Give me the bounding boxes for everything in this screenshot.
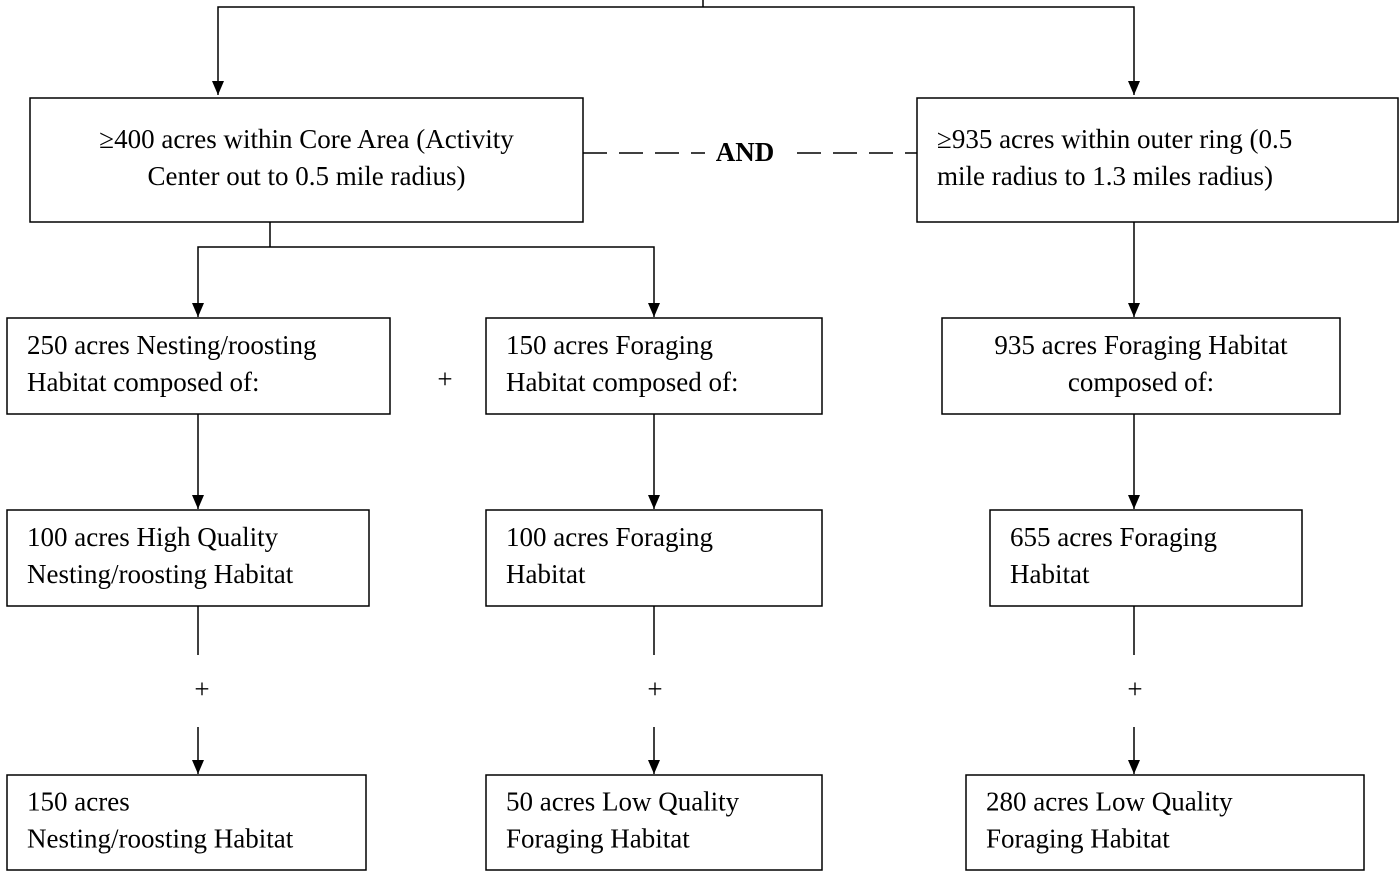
node-box — [485, 774, 823, 871]
node-text: Nesting/roosting Habitat — [27, 824, 294, 854]
node: 150 acres Foraging Habitat composed of: — [485, 317, 823, 415]
node: 100 acres Foraging Habitat — [485, 509, 823, 607]
plus-label: + — [647, 674, 662, 704]
node-box — [941, 317, 1341, 415]
node: ≥400 acres within Core Area (Activity Cen… — [29, 97, 584, 223]
and-label: AND — [716, 137, 775, 167]
node: 250 acres Nesting/roosting Habitat compos… — [6, 317, 391, 415]
node: 655 acres Foraging Habitat — [989, 509, 1303, 607]
node: 280 acres Low Quality Foraging Habitat — [965, 774, 1365, 871]
node-text: Habitat composed of: — [27, 367, 259, 397]
node-box — [989, 509, 1303, 607]
node: 50 acres Low Quality Foraging Habitat — [485, 774, 823, 871]
node-box — [965, 774, 1365, 871]
node: 100 acres High Quality Nesting/roosting H… — [6, 509, 370, 607]
node-text: 935 acres Foraging Habitat — [994, 330, 1288, 360]
plus-label: + — [437, 364, 452, 394]
node-text: 50 acres Low Quality — [506, 787, 740, 817]
node-text: 100 acres Foraging — [506, 522, 713, 552]
connector — [192, 246, 660, 317]
node-text: 250 acres Nesting/roosting — [27, 330, 316, 360]
node-text: Habitat — [1010, 559, 1090, 589]
node-text: 100 acres High Quality — [27, 522, 279, 552]
node-text: 655 acres Foraging — [1010, 522, 1217, 552]
node: ≥935 acres within outer ring (0.5 mile ra… — [916, 97, 1399, 223]
node-text: Habitat composed of: — [506, 367, 738, 397]
nodes: ≥400 acres within Core Area (Activity Cen… — [6, 97, 1399, 871]
node-text: ≥935 acres within outer ring (0.5 — [937, 124, 1292, 154]
node-box — [485, 317, 823, 415]
node-box — [29, 97, 584, 223]
node: 935 acres Foraging Habitat composed of: — [941, 317, 1341, 415]
node-text: Nesting/roosting Habitat — [27, 559, 294, 589]
node-text: composed of: — [1068, 367, 1214, 397]
node-text: Foraging Habitat — [986, 824, 1170, 854]
node-text: mile radius to 1.3 miles radius) — [937, 161, 1273, 191]
connector — [212, 6, 1140, 95]
node-text: ≥400 acres within Core Area (Activity — [99, 124, 514, 154]
node-box — [6, 509, 370, 607]
node-box — [6, 317, 391, 415]
node: 150 acres Nesting/roosting Habitat — [6, 774, 367, 871]
node-text: Foraging Habitat — [506, 824, 690, 854]
node-box — [916, 97, 1399, 223]
node-text: 150 acres — [27, 787, 130, 817]
node-text: 280 acres Low Quality — [986, 787, 1233, 817]
plus-label: + — [194, 674, 209, 704]
node-text: 150 acres Foraging — [506, 330, 713, 360]
node-box — [485, 509, 823, 607]
connectors: AND + + + + — [192, 0, 1143, 774]
node-box — [6, 774, 367, 871]
plus-label: + — [1127, 674, 1142, 704]
node-text: Habitat — [506, 559, 586, 589]
node-text: Center out to 0.5 mile radius) — [148, 161, 466, 191]
